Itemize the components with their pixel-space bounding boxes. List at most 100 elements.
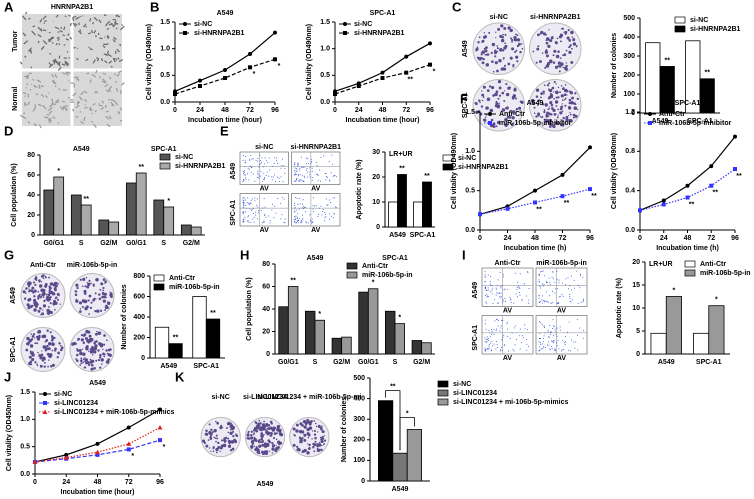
event [558, 282, 560, 284]
event [484, 319, 486, 321]
colony-dot [215, 420, 217, 423]
event [579, 275, 581, 277]
event [538, 341, 540, 343]
legend-label: si-HNRNPA2B1 [194, 30, 245, 37]
legend-swatch [437, 398, 449, 406]
data-point [248, 52, 252, 56]
colony-dot [318, 441, 321, 444]
colony-dot [38, 279, 41, 282]
bar [331, 337, 343, 355]
colony-dot [98, 297, 102, 301]
colony-dot [307, 447, 311, 451]
colony-dot [54, 301, 58, 305]
colony-dot [54, 284, 58, 288]
event [495, 294, 497, 296]
event [555, 333, 557, 335]
event [256, 204, 258, 206]
event [568, 321, 570, 323]
cell-axis-label: AV [311, 185, 321, 192]
event [242, 200, 244, 202]
tissue-texture [44, 20, 47, 23]
colony-dot [274, 449, 278, 453]
bar [388, 201, 398, 228]
colony-dot [57, 298, 60, 301]
colony-dot [509, 56, 513, 60]
event [493, 299, 495, 301]
colony-dot [557, 50, 560, 53]
colony-dot [480, 105, 484, 108]
colony-dot [269, 426, 272, 429]
series-line [334, 42, 431, 92]
y-tick-label: 20 [632, 259, 640, 266]
colony-dot [104, 280, 108, 283]
colony-dot [31, 353, 35, 357]
event [484, 323, 486, 325]
event [263, 198, 265, 200]
event [243, 221, 245, 223]
colony-dot [535, 61, 538, 64]
tissue-texture [65, 38, 70, 41]
colony-dot [40, 295, 43, 298]
data-point [273, 57, 277, 62]
x-tick-label: G2/M [100, 240, 117, 247]
colony-dot [219, 426, 223, 430]
tissue-texture [55, 42, 58, 46]
colony-dot [30, 289, 33, 293]
tissue-texture [51, 80, 55, 84]
event [554, 328, 556, 330]
event [247, 197, 249, 199]
colony-dot [511, 110, 516, 114]
legend-swatch [674, 16, 686, 24]
event [503, 276, 505, 278]
colony-dot [86, 281, 88, 284]
event [544, 332, 546, 334]
event [263, 163, 265, 165]
bar [406, 429, 423, 482]
colony-dot [496, 45, 498, 47]
x-axis-label: Incubation time (hour) [188, 117, 262, 124]
colony-dot [497, 80, 502, 84]
colony-dot [560, 105, 564, 109]
column-label: Anti-Ctr [494, 260, 520, 267]
event [490, 275, 492, 277]
event [558, 296, 560, 298]
event [524, 324, 526, 326]
colony-dot [569, 113, 572, 116]
colony-dot [554, 121, 558, 125]
colony-dot [499, 34, 503, 38]
event [484, 337, 486, 339]
colony-dot [310, 420, 313, 423]
data-point [158, 438, 162, 443]
event [322, 211, 324, 213]
event [491, 331, 493, 333]
panel-letter: D [4, 123, 13, 138]
colony-dot [571, 36, 574, 38]
colony-dot [28, 288, 30, 290]
tissue-texture [112, 39, 116, 43]
colony-dot [105, 360, 110, 364]
tissue-texture [117, 57, 120, 60]
column-label: si-LINC01234 [243, 394, 287, 401]
tissue-texture [63, 43, 66, 46]
colony-dot [254, 421, 257, 424]
colony-dot [42, 296, 45, 298]
colony-dot [102, 278, 106, 282]
tissue-texture [68, 14, 71, 17]
colony-dot [519, 109, 521, 111]
colony-dot [95, 298, 97, 300]
y-tick-label: 400 [353, 395, 365, 402]
event [258, 177, 260, 179]
y-tick-label: 500 [623, 15, 635, 22]
colony-dot [27, 299, 31, 302]
colony-dot [23, 297, 27, 300]
panel-letter: I [462, 247, 466, 262]
colony-dot [564, 84, 567, 86]
colony-dot [81, 305, 84, 308]
colony-dot [251, 447, 253, 450]
colony-dot [102, 289, 105, 292]
x-tick-label: G0/G1 [126, 240, 147, 247]
colony-dot [502, 33, 504, 36]
tissue-texture [58, 55, 61, 59]
event [243, 178, 245, 180]
gate [291, 193, 340, 226]
